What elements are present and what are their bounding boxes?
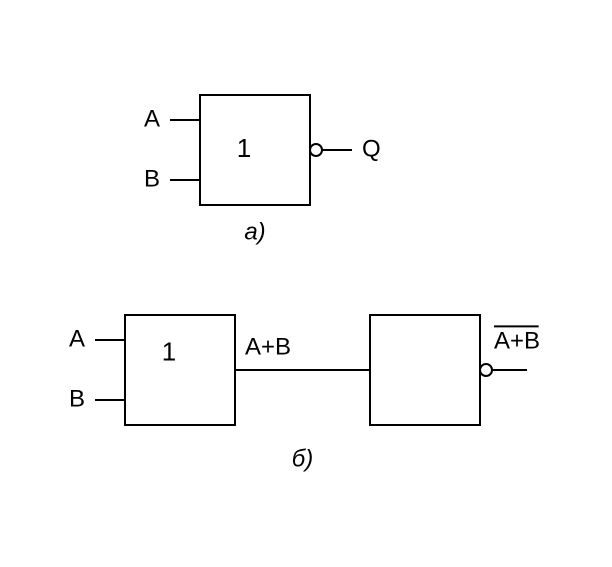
gate-b-not-box <box>370 315 480 425</box>
gate-b-or-output-label: A+B <box>245 333 291 360</box>
gate-a-box <box>200 95 310 205</box>
gate-b-or-symbol: 1 <box>162 336 176 366</box>
gate-b-not-output-label: A+B <box>494 327 540 354</box>
logic-diagram: 1 A B Qа) 1 A B A+B A+B б) <box>0 0 612 567</box>
gate-a-negation <box>310 144 322 156</box>
gate-a-output-label: Q <box>362 135 381 162</box>
gate-b-negation <box>480 364 492 376</box>
gate-b-or-box <box>125 315 235 425</box>
gate-a-symbol: 1 <box>237 133 251 163</box>
gate-a-input-a-label: A <box>144 105 160 132</box>
caption-b: б) <box>292 445 314 472</box>
gate-b-input-a-label: A <box>69 325 85 352</box>
gate-b-input-b-label: B <box>69 385 85 412</box>
gate-a-input-b-label: B <box>144 165 160 192</box>
caption-a: а) <box>244 218 265 245</box>
